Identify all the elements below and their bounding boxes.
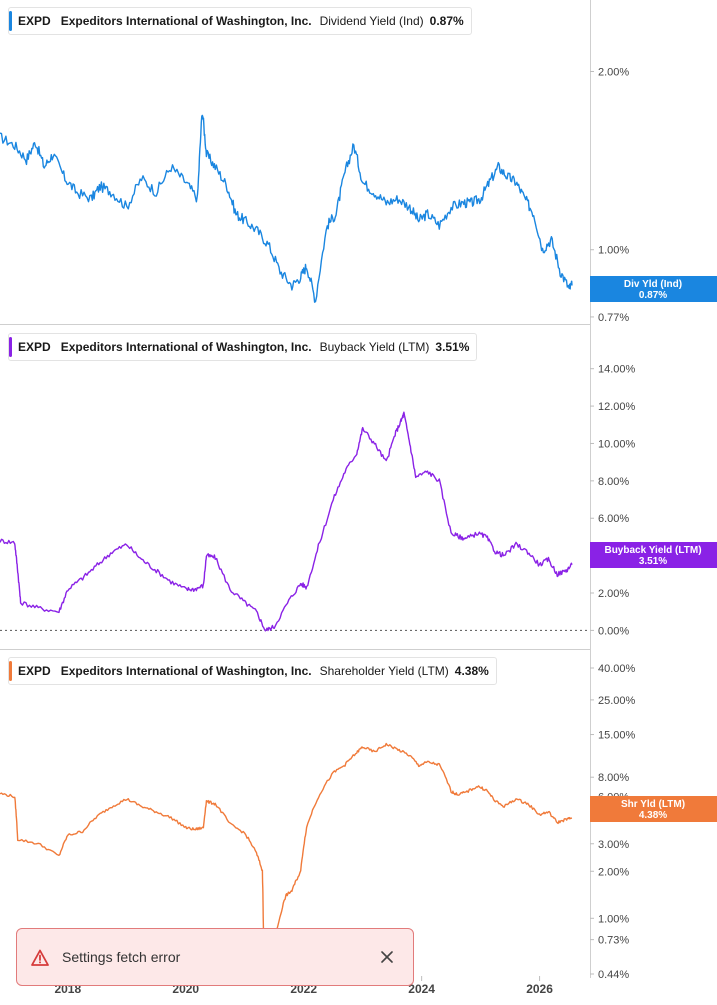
series-line: [0, 411, 573, 632]
y-tick-label: 0.00%: [598, 625, 629, 637]
last-value-badge: [590, 276, 717, 302]
legend-company: Expeditors International of Washington, …: [60, 664, 312, 678]
y-tick-label: 6.00%: [598, 513, 629, 525]
y-tick-label: 8.00%: [598, 476, 629, 488]
y-tick-label: 2.00%: [598, 866, 629, 878]
last-value-badge: [590, 542, 717, 568]
legend-ticker: EXPD: [18, 340, 51, 354]
close-icon[interactable]: [377, 947, 397, 967]
series-color-marker: [9, 337, 12, 357]
x-tick-label: 2026: [526, 982, 553, 996]
legend-metric: Buyback Yield (LTM): [319, 340, 430, 354]
y-tick-label: 0.73%: [598, 935, 629, 947]
legend-ticker: EXPD: [18, 14, 51, 28]
badge-series-value: 4.38%: [639, 810, 667, 821]
legend-value: 4.38%: [454, 664, 489, 678]
y-tick-label: 1.00%: [598, 913, 629, 925]
y-tick-label: 2.00%: [598, 588, 629, 600]
series-color-marker: [9, 661, 12, 681]
series-color-marker: [9, 11, 12, 31]
legend-metric: Shareholder Yield (LTM): [319, 664, 449, 678]
legend-metric: Dividend Yield (Ind): [319, 14, 424, 28]
legend-buyback: EXPD Expeditors International of Washing…: [8, 333, 478, 361]
legend-value: 0.87%: [429, 14, 464, 28]
series-line: [0, 742, 573, 955]
badge-series-value: 0.87%: [639, 290, 667, 301]
y-tick-label: 0.77%: [598, 312, 629, 324]
y-tick-label: 25.00%: [598, 695, 636, 707]
y-tick-label: 2.00%: [598, 66, 629, 78]
error-toast: Settings fetch error: [16, 928, 414, 986]
legend-value: 3.51%: [435, 340, 470, 354]
y-tick-label: 14.00%: [598, 364, 636, 376]
badge-series-name: Buyback Yield (LTM): [604, 545, 701, 556]
warning-icon: [31, 949, 49, 966]
legend-dividend: EXPD Expeditors International of Washing…: [8, 7, 472, 35]
y-tick-label: 12.00%: [598, 401, 636, 413]
legend-company: Expeditors International of Washington, …: [60, 340, 312, 354]
badge-series-name: Shr Yld (LTM): [621, 799, 685, 810]
y-tick-label: 1.00%: [598, 245, 629, 257]
legend-company: Expeditors International of Washington, …: [60, 14, 312, 28]
badge-series-value: 3.51%: [639, 556, 667, 567]
last-value-badge: [590, 796, 717, 822]
legend-shareholder: EXPD Expeditors International of Washing…: [8, 657, 497, 685]
x-tick-label: 2024: [408, 982, 435, 996]
y-tick-label: 0.44%: [598, 969, 629, 981]
y-tick-label: 15.00%: [598, 730, 636, 742]
badge-series-name: Div Yld (Ind): [624, 279, 682, 290]
y-tick-label: 3.00%: [598, 839, 629, 851]
y-tick-label: 40.00%: [598, 663, 636, 675]
toast-message: Settings fetch error: [62, 949, 181, 965]
legend-ticker: EXPD: [18, 664, 51, 678]
series-line: [0, 114, 573, 303]
y-tick-label: 10.00%: [598, 438, 636, 450]
y-tick-label: 8.00%: [598, 772, 629, 784]
